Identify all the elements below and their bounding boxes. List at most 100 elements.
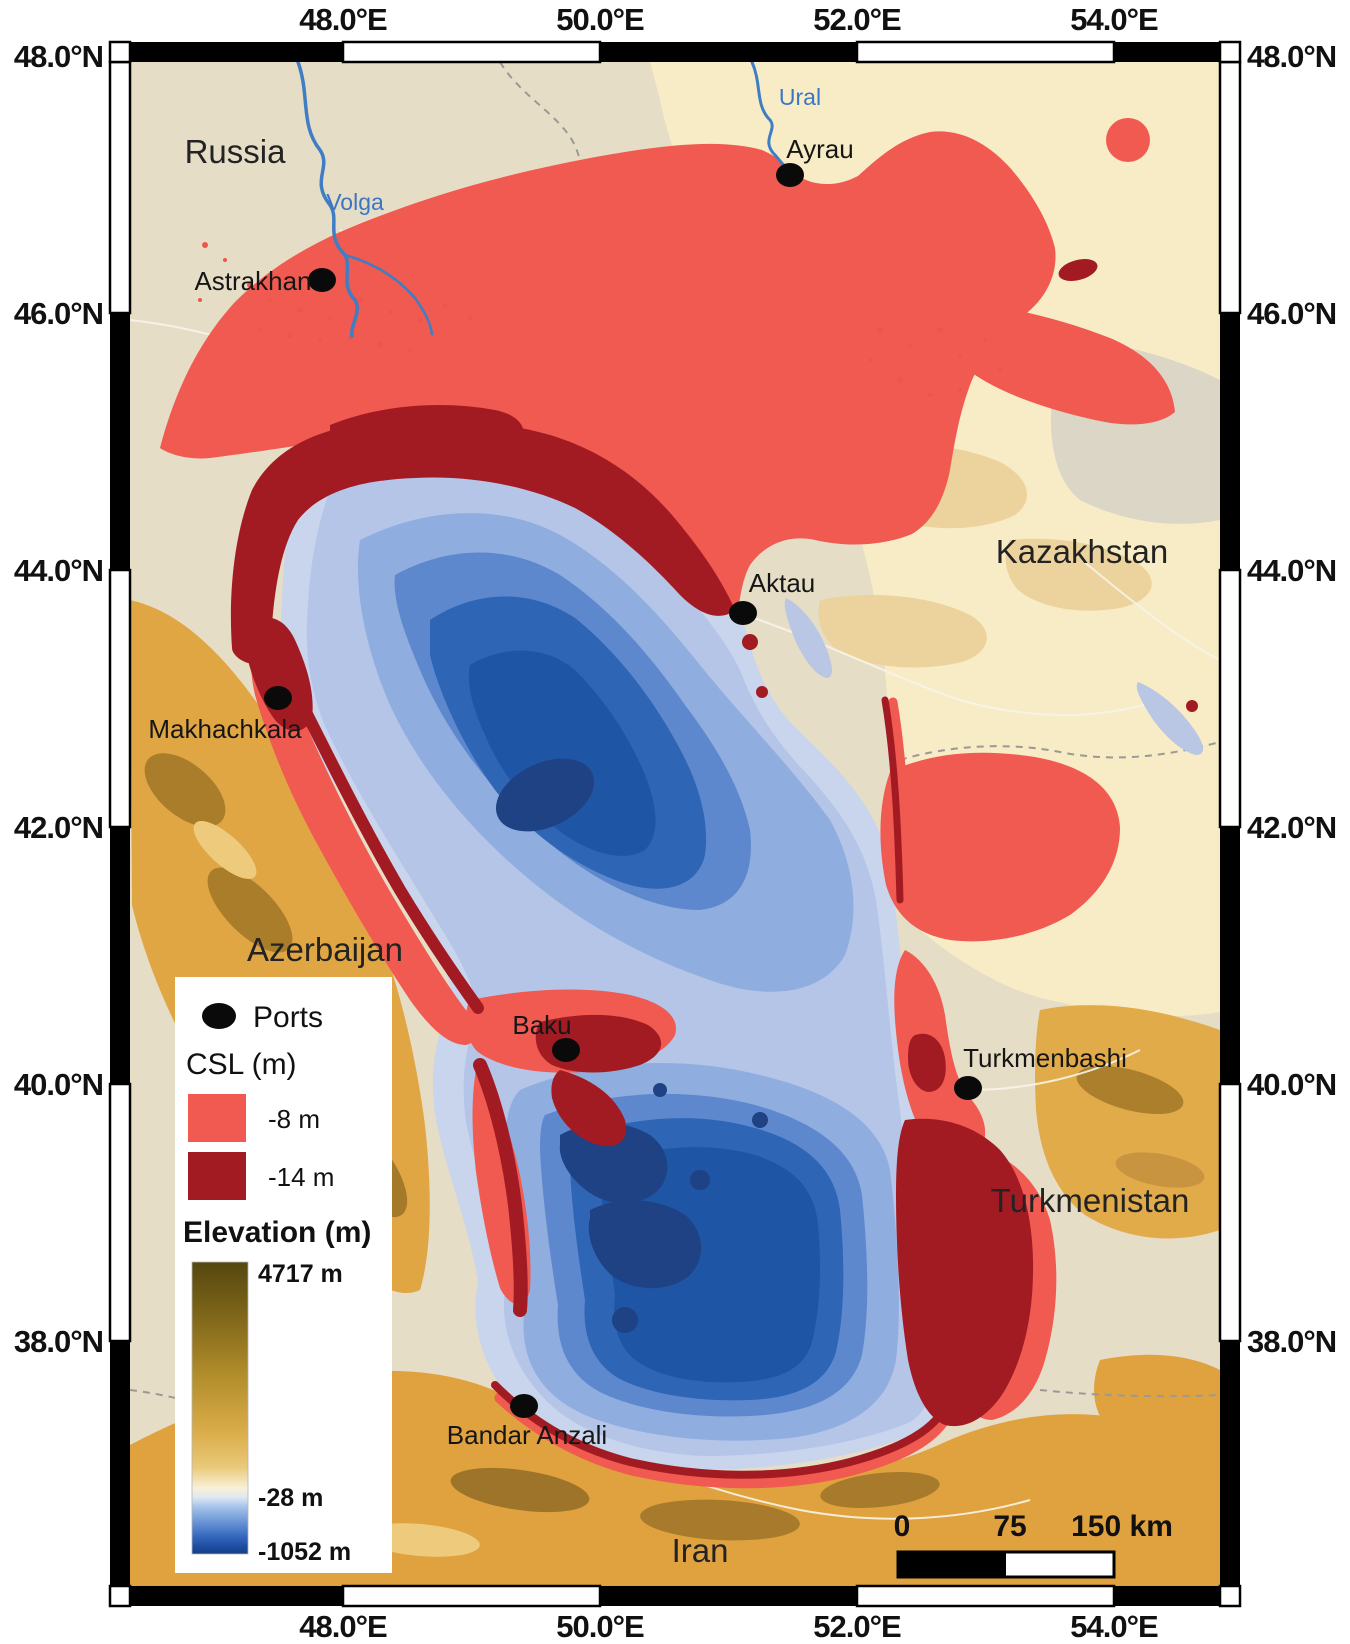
east-midcoast-flood <box>888 697 913 907</box>
country-label-kazakhstan: Kazakhstan <box>996 533 1168 570</box>
elevation-colorbar <box>191 1261 249 1555</box>
port-astrakhan: Astrakhan <box>194 266 336 296</box>
country-label-russia: Russia <box>185 133 287 170</box>
port-dot <box>954 1076 982 1100</box>
port-makhachkala: Makhachkala <box>148 686 302 744</box>
lat-right-40n: 40.0°N <box>1247 1067 1336 1102</box>
port-label: Turkmenbashi <box>963 1043 1127 1073</box>
desert-patch-3 <box>1005 538 1152 611</box>
legend-elevation-title: Elevation (m) <box>183 1216 371 1249</box>
lat-right-42n: 42.0°N <box>1247 810 1336 845</box>
map-canvas <box>130 62 1220 1586</box>
nw-dark-chunk <box>330 405 524 466</box>
port-label: Aktau <box>749 568 816 598</box>
country-label-iran: Iran <box>672 1532 729 1569</box>
port-dot <box>308 268 336 292</box>
lat-left-38n: 38.0°N <box>14 1324 103 1359</box>
legend-label-8m: -8 m <box>268 1104 320 1134</box>
port-label: Makhachkala <box>148 714 302 744</box>
lat-left-46n: 46.0°N <box>14 296 103 331</box>
lon-top-54e: 54.0°E <box>1070 2 1158 37</box>
north-sea-edge-band <box>230 419 735 664</box>
iran-coast-dark-strip <box>491 1381 944 1479</box>
lat-left-48n: 48.0°N <box>14 39 103 74</box>
lake-east <box>1136 682 1204 755</box>
port-dot <box>776 163 804 187</box>
port-baku: Baku <box>512 1010 580 1062</box>
country-label-azerbaijan: Azerbaijan <box>247 931 403 968</box>
elevation-sea: -28 m <box>258 1484 323 1512</box>
lat-left-40n: 40.0°N <box>14 1067 103 1102</box>
lon-bottom-50e: 50.0°E <box>556 1609 644 1644</box>
scale-tick-75: 75 <box>993 1510 1026 1543</box>
volga-river <box>296 62 359 338</box>
lon-bottom-52e: 52.0°E <box>813 1609 901 1644</box>
lakes <box>784 598 1204 755</box>
legend-swatch-8m <box>188 1094 246 1142</box>
lat-left-42n: 42.0°N <box>14 810 103 845</box>
southwest-coast-strip <box>473 1058 528 1317</box>
se-corner-ridge <box>1094 1354 1220 1470</box>
lat-left-44n: 44.0°N <box>14 553 103 588</box>
flood-speckles <box>198 242 1002 397</box>
ne-flood-arm <box>953 300 1175 425</box>
port-ayrau: Ayrau <box>776 134 854 187</box>
lat-right-46n: 46.0°N <box>1247 296 1336 331</box>
lon-top-50e: 50.0°E <box>556 2 644 37</box>
river-label-ural: Ural <box>779 84 821 110</box>
legend-label-14m: -14 m <box>268 1162 334 1192</box>
port-dot <box>510 1394 538 1418</box>
desert-patch-2 <box>818 595 987 668</box>
port-label: Baku <box>512 1010 571 1040</box>
absheron-dark-2 <box>551 1070 627 1147</box>
port-label: Astrakhan <box>194 266 311 296</box>
karabogaz-coast-dark <box>896 1118 1034 1427</box>
port-dot <box>729 601 757 625</box>
port-dot <box>264 686 292 710</box>
sea-band-6-mid <box>468 650 656 856</box>
scale-bar: 0 75 150 km <box>894 1510 1173 1579</box>
lat-right-38n: 38.0°N <box>1247 1324 1336 1359</box>
port-label: Bandar Anzali <box>447 1420 607 1450</box>
lon-bottom-54e: 54.0°E <box>1070 1609 1158 1644</box>
port-aktau: Aktau <box>729 568 815 625</box>
north-caspian-flood <box>160 131 1056 612</box>
axis-labels: 48.0°E 50.0°E 52.0°E 54.0°E 48.0°E 50.0°… <box>14 2 1337 1644</box>
west-coast-strip <box>294 694 484 1014</box>
lon-bottom-48e: 48.0°E <box>299 1609 387 1644</box>
east-midcoast-dark <box>881 696 904 904</box>
scale-tick-0: 0 <box>894 1510 911 1543</box>
lat-right-48n: 48.0°N <box>1247 39 1336 74</box>
scale-bar-black <box>898 1552 1006 1577</box>
lat-right-44n: 44.0°N <box>1247 553 1336 588</box>
river-label-volga: Volga <box>326 189 384 215</box>
sea-depth-bands <box>280 433 949 1470</box>
port-label: Ayrau <box>786 134 853 164</box>
volga-branch <box>343 253 434 336</box>
map-frame <box>108 40 1242 1608</box>
flood-extent-14m <box>230 259 1098 1479</box>
elevation-max: 4717 m <box>258 1260 343 1288</box>
ports-layer: Astrakhan Ayrau Aktau Makhachkala Baku T… <box>148 134 1126 1450</box>
elevation-min: -1052 m <box>258 1538 351 1566</box>
port-dot <box>552 1038 580 1062</box>
legend-port-symbol <box>202 1003 236 1029</box>
sea-deepest-mid <box>495 758 595 832</box>
place-labels: Russia Kazakhstan Azerbaijan Turkmenista… <box>185 84 1190 1569</box>
legend-csl-title: CSL (m) <box>186 1048 297 1081</box>
lon-top-52e: 52.0°E <box>813 2 901 37</box>
legend: Ports CSL (m) -8 m -14 m Elevation (m) 4… <box>175 977 392 1573</box>
sea-deepest-south-2 <box>588 1200 702 1289</box>
lake-near-aktau <box>784 598 832 678</box>
port-bandar-anzali: Bandar Anzali <box>447 1394 607 1450</box>
turkmen-depression-flood <box>880 752 1120 942</box>
sea-deepest-south-1 <box>559 1122 668 1204</box>
iran-coast-flood <box>494 1392 948 1489</box>
legend-ports-label: Ports <box>253 1001 323 1034</box>
scale-tick-150: 150 km <box>1071 1510 1173 1543</box>
lon-top-48e: 48.0°E <box>299 2 387 37</box>
port-turkmenbashi: Turkmenbashi <box>954 1043 1127 1100</box>
country-label-turkmenistan: Turkmenistan <box>991 1182 1190 1219</box>
